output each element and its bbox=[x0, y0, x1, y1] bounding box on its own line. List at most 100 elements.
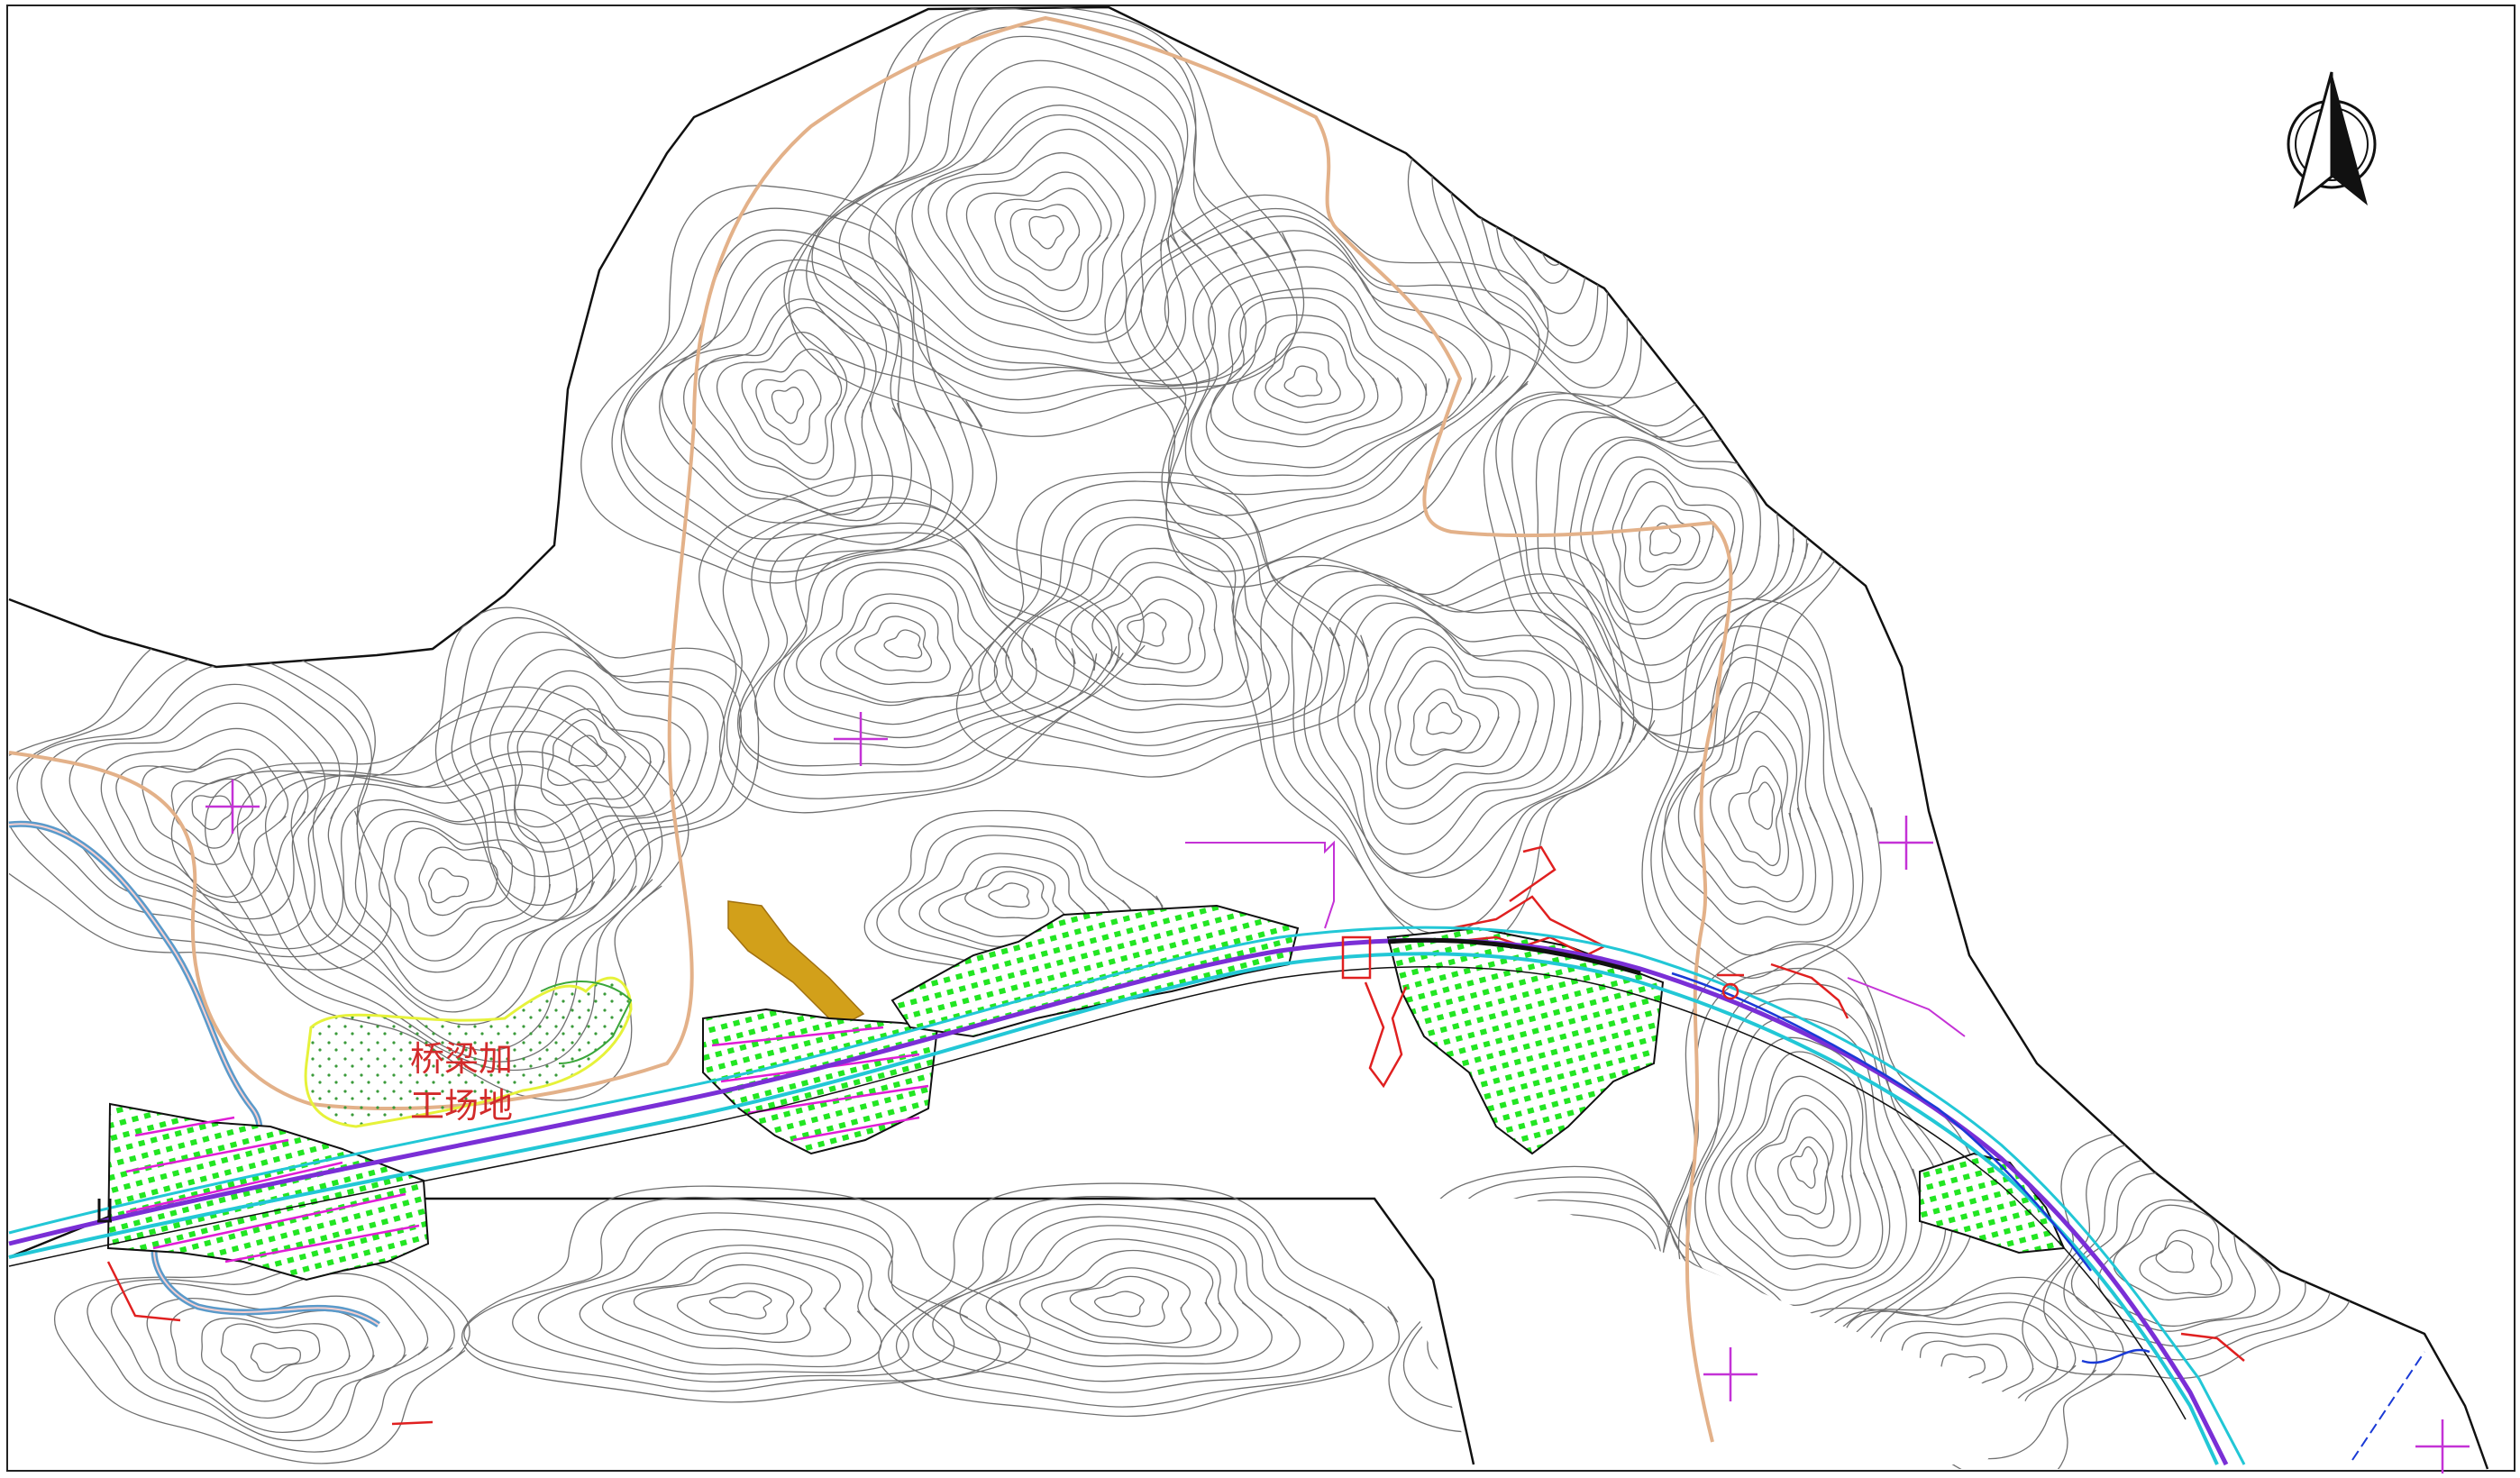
contour-line bbox=[1709, 730, 1790, 877]
contour-line bbox=[611, 207, 973, 573]
contour-line bbox=[1124, 207, 1540, 572]
contour-line bbox=[1384, 646, 1520, 789]
contour-line bbox=[169, 1307, 375, 1419]
contour-line bbox=[1070, 561, 1224, 687]
bridge-yard-label: 桥梁加 工场地 bbox=[410, 1039, 513, 1126]
contour-line bbox=[1919, 1340, 2008, 1398]
contour-line bbox=[1648, 522, 1682, 556]
label-line-2: 工场地 bbox=[410, 1086, 513, 1126]
contour-line bbox=[927, 128, 1146, 335]
contour-line bbox=[1021, 524, 1272, 711]
contour-line bbox=[9, 629, 392, 971]
contour-line bbox=[1677, 682, 1817, 913]
contour-line bbox=[835, 602, 951, 685]
contour-line bbox=[1005, 516, 1290, 734]
survey-boundary bbox=[8, 5, 2489, 1470]
contour-line bbox=[602, 1252, 852, 1357]
contour-line bbox=[683, 298, 877, 515]
contour-line bbox=[514, 685, 665, 828]
contour-line bbox=[819, 593, 973, 703]
contour-line bbox=[1525, 178, 1586, 266]
contour-line bbox=[1337, 602, 1572, 855]
contour-line bbox=[722, 497, 1124, 799]
contour-line bbox=[1055, 547, 1249, 702]
start-marker bbox=[97, 1199, 112, 1223]
road-alignment bbox=[8, 926, 2425, 1466]
contour-line bbox=[1650, 625, 1864, 979]
contour-line bbox=[1303, 584, 1602, 879]
contour-line bbox=[146, 1295, 407, 1434]
contour-line bbox=[811, 35, 1247, 386]
contour-line bbox=[1534, 1281, 1612, 1337]
contour-line bbox=[738, 522, 1098, 767]
contour-line bbox=[633, 1264, 813, 1344]
contour-line bbox=[959, 1225, 1273, 1367]
contour-line bbox=[1592, 456, 1744, 625]
contour-line bbox=[1394, 660, 1500, 766]
bridge-yard-outline bbox=[540, 981, 633, 1064]
contour-line bbox=[2022, 1127, 2356, 1380]
contour-line bbox=[1728, 765, 1783, 867]
contour-line bbox=[1427, 1191, 1742, 1409]
contour-line bbox=[1431, 1199, 1721, 1391]
contour-line bbox=[1664, 656, 1833, 926]
contour-line bbox=[1232, 314, 1379, 435]
contour-line bbox=[955, 471, 1370, 778]
contour-line bbox=[250, 1342, 301, 1373]
contour-line bbox=[540, 707, 653, 807]
slope-protection-areas bbox=[106, 904, 2066, 1282]
contour-line bbox=[1495, 1249, 1655, 1359]
contour-line bbox=[1210, 297, 1403, 448]
contour-line bbox=[662, 269, 894, 522]
contour-line bbox=[53, 1248, 470, 1464]
contour-line bbox=[87, 1259, 455, 1453]
contour-line bbox=[1685, 998, 1922, 1323]
contour-line bbox=[988, 882, 1030, 908]
contour-line bbox=[883, 629, 923, 660]
contour-line bbox=[796, 569, 999, 707]
contour-line bbox=[1844, 1301, 2077, 1446]
contour-line bbox=[1746, 1094, 1851, 1247]
survey-crosses bbox=[205, 712, 2470, 1473]
contour-line bbox=[1511, 399, 1827, 736]
contour-line bbox=[1552, 1292, 1592, 1323]
slope-hatch-lines bbox=[125, 1026, 929, 1264]
contour-line bbox=[580, 185, 998, 584]
contour-line bbox=[170, 778, 254, 849]
contour-line bbox=[620, 229, 954, 562]
contour-line bbox=[170, 686, 689, 1101]
contour-line bbox=[1205, 287, 1428, 469]
contour-line bbox=[115, 748, 289, 898]
contour-line bbox=[1694, 1016, 1907, 1306]
survey-cross-icon bbox=[1703, 1347, 1758, 1401]
contour-line bbox=[1260, 564, 1637, 935]
contour-line bbox=[1473, 1227, 1679, 1365]
contour-line bbox=[1940, 1353, 1986, 1383]
contour-line bbox=[451, 616, 743, 907]
contour-line bbox=[1184, 250, 1477, 496]
contour-line bbox=[894, 105, 1173, 364]
contour-line bbox=[985, 1238, 1238, 1357]
contour-line bbox=[1190, 266, 1450, 477]
contour-line bbox=[698, 306, 866, 497]
contour-line bbox=[354, 808, 552, 973]
contour-line bbox=[911, 114, 1156, 343]
contour-line bbox=[1009, 204, 1081, 271]
contour-line bbox=[1535, 197, 1566, 242]
contour-line bbox=[488, 649, 708, 853]
contour-line bbox=[783, 7, 1298, 414]
contour-line bbox=[1823, 1292, 2097, 1460]
contour-line bbox=[878, 1182, 1400, 1418]
contour-line bbox=[1661, 644, 1854, 956]
contour-line bbox=[341, 798, 579, 1001]
contour-line bbox=[1718, 1051, 1884, 1270]
contour-line bbox=[507, 670, 691, 844]
contour-line bbox=[932, 1216, 1301, 1382]
contour-line bbox=[771, 387, 805, 424]
contour-line bbox=[1448, 89, 1639, 364]
contour-line bbox=[312, 783, 596, 1013]
contour-line bbox=[1028, 214, 1064, 250]
contour-line bbox=[1354, 616, 1556, 825]
contour-line bbox=[470, 631, 726, 878]
